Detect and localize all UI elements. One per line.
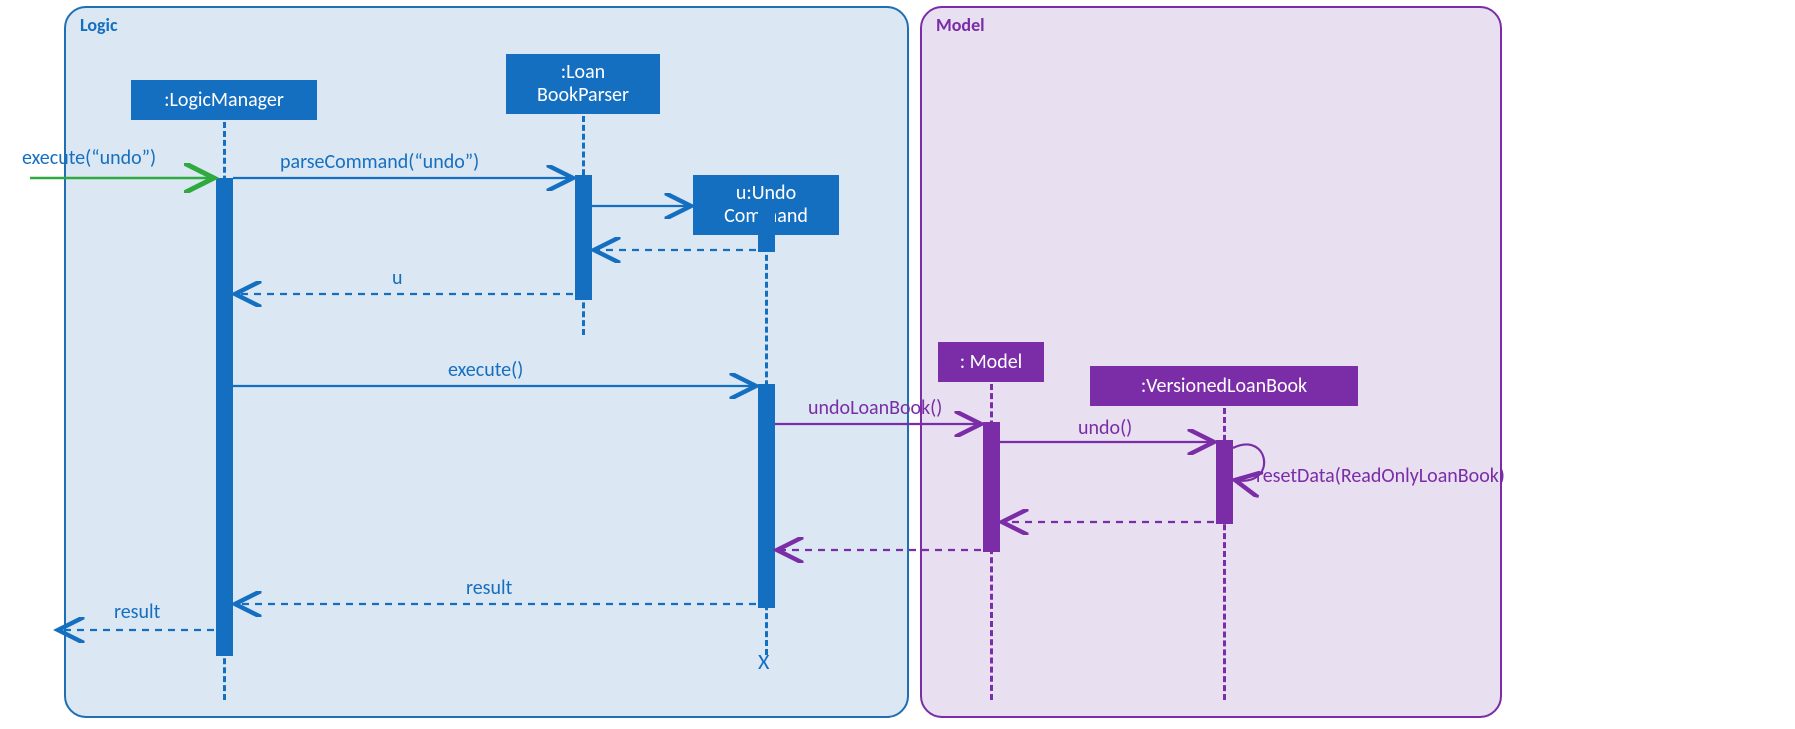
model-frame-label: Model [936,14,985,36]
undo-call-label: undo() [1078,416,1132,440]
return-u-label: u [392,266,403,290]
execute-in-label: execute(“undo”) [22,146,156,170]
destroy-x: X [758,648,769,675]
undocmd-activation-2 [758,384,775,608]
model-activation [983,422,1000,552]
result-label: result [466,576,512,600]
model-head: : Model [938,342,1044,382]
versioned-head: :VersionedLoanBook [1090,366,1358,406]
logicmanager-activation [216,178,233,656]
parsecommand-label: parseCommand(“undo”) [280,150,479,174]
logicmanager-head: :LogicManager [131,80,317,120]
logic-frame-label: Logic [80,14,118,36]
resetdata-label: resetData(ReadOnlyLoanBook) [1256,464,1505,488]
execute-call-label: execute() [448,358,523,382]
undocmd-activation-1 [758,204,775,252]
versioned-activation [1216,440,1233,524]
result-out-label: result [114,600,160,624]
loanparser-head: :Loan BookParser [506,54,660,114]
loanparser-activation [575,175,592,300]
undoloanbook-label: undoLoanBook() [808,396,942,420]
